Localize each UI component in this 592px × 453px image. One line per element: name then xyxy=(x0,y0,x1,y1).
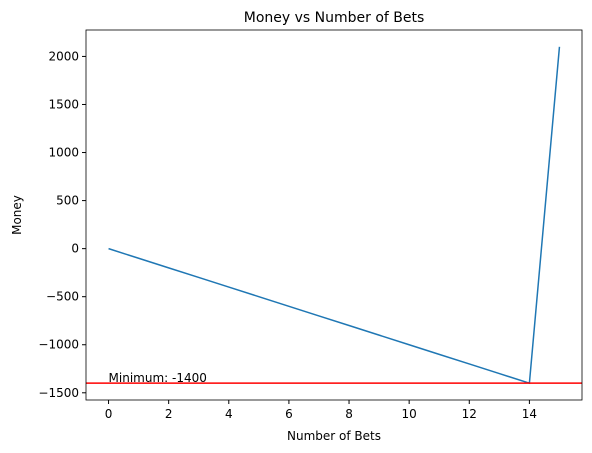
x-tick-label: 8 xyxy=(345,407,353,421)
y-tick-label: 500 xyxy=(56,194,79,208)
x-tick-label: 2 xyxy=(165,407,173,421)
annotation: Minimum: -1400 xyxy=(109,371,207,385)
x-tick-label: 14 xyxy=(522,407,537,421)
x-tick-label: 4 xyxy=(225,407,233,421)
x-tick-label: 6 xyxy=(285,407,293,421)
y-tick-label: −1500 xyxy=(38,386,79,400)
x-tick-label: 10 xyxy=(402,407,417,421)
x-tick-label: 0 xyxy=(105,407,113,421)
y-tick-label: 0 xyxy=(71,242,79,256)
y-tick-label: −1000 xyxy=(38,338,79,352)
y-axis-label: Money xyxy=(10,195,24,235)
plot-frame xyxy=(85,29,583,401)
line-series xyxy=(108,46,561,385)
y-tick-label: 1500 xyxy=(48,97,79,111)
x-axis-label: Number of Bets xyxy=(287,429,381,443)
x-tick-label: 12 xyxy=(462,407,477,421)
y-tick-label: −500 xyxy=(46,290,79,304)
chart-title: Money vs Number of Bets xyxy=(244,10,425,26)
y-tick-label: 1000 xyxy=(48,146,79,160)
y-tick-label: 2000 xyxy=(48,49,79,63)
